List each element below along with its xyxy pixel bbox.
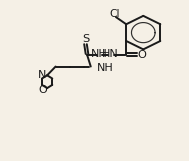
Text: Cl: Cl [110, 9, 120, 19]
Text: O: O [137, 50, 146, 60]
Text: NH: NH [96, 63, 113, 73]
Text: NH: NH [91, 49, 108, 59]
Text: N: N [38, 70, 47, 80]
Text: HN: HN [102, 49, 119, 59]
Text: S: S [82, 34, 89, 44]
Text: O: O [38, 85, 47, 95]
